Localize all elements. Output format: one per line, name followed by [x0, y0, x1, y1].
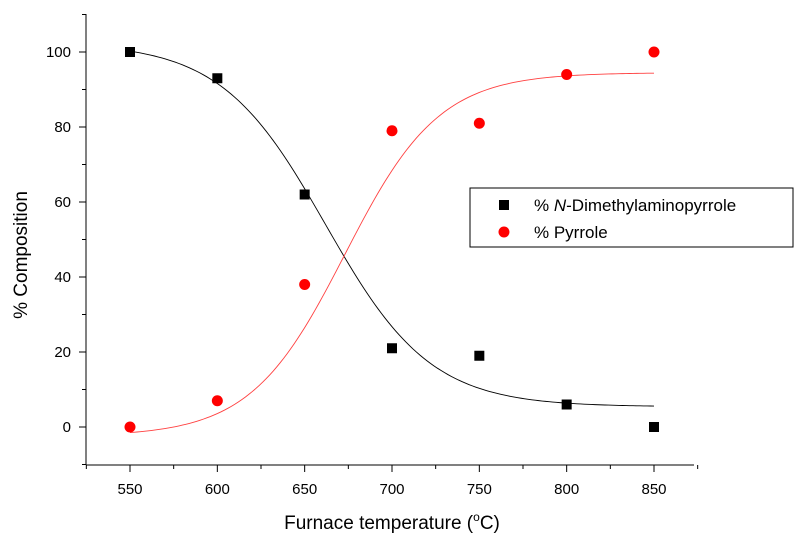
y-tick-label: 60 [54, 194, 71, 211]
data-point-dimethylaminopyrrole [212, 73, 223, 84]
data-point-dimethylaminopyrrole [387, 343, 397, 354]
y-tick-label: 0 [63, 419, 71, 436]
x-ticks: 550 600 650 700 750 800 850 [85, 465, 699, 498]
y-axis-title: % Composition [11, 191, 32, 319]
x-tick-label: 800 [554, 481, 579, 498]
x-tick-label: 700 [379, 481, 404, 498]
data-point-pyrrole [124, 421, 136, 433]
y-tick-label: 80 [54, 119, 71, 136]
data-point-dimethylaminopyrrole [649, 422, 659, 432]
x-axis-title: Furnace temperature (oC) [284, 510, 500, 534]
legend-box [469, 187, 794, 248]
y-ticks: 0 20 40 60 80 100 [46, 14, 86, 465]
x-tick-label: 850 [641, 481, 666, 498]
x-tick-label: 650 [292, 481, 317, 498]
data-point-dimethylaminopyrrole [125, 47, 135, 57]
legend: % N-Dimethylaminopyrrole % Pyrrole [469, 187, 794, 248]
data-point-pyrrole [473, 117, 485, 129]
legend-marker-pyrrole [498, 226, 510, 238]
legend-marker-dimethylaminopyrrole [499, 200, 509, 210]
data-point-dimethylaminopyrrole [561, 399, 572, 410]
data-point-pyrrole [211, 395, 223, 407]
x-tick-label: 750 [467, 481, 492, 498]
data-point-dimethylaminopyrrole [474, 350, 485, 361]
y-tick-label: 20 [54, 344, 71, 361]
x-tick-label: 600 [205, 481, 230, 498]
legend-label-dimethylaminopyrrole: % N-Dimethylaminopyrrole [534, 196, 736, 215]
data-point-dimethylaminopyrrole [299, 189, 310, 200]
data-point-pyrrole [648, 46, 660, 58]
data-points [124, 46, 660, 433]
y-tick-label: 100 [46, 44, 71, 61]
legend-label-pyrrole: % Pyrrole [534, 223, 608, 242]
data-point-pyrrole [299, 279, 311, 290]
y-tick-label: 40 [54, 269, 71, 286]
data-point-pyrrole [561, 69, 573, 80]
data-point-pyrrole [386, 125, 398, 137]
x-tick-label: 550 [117, 481, 142, 498]
